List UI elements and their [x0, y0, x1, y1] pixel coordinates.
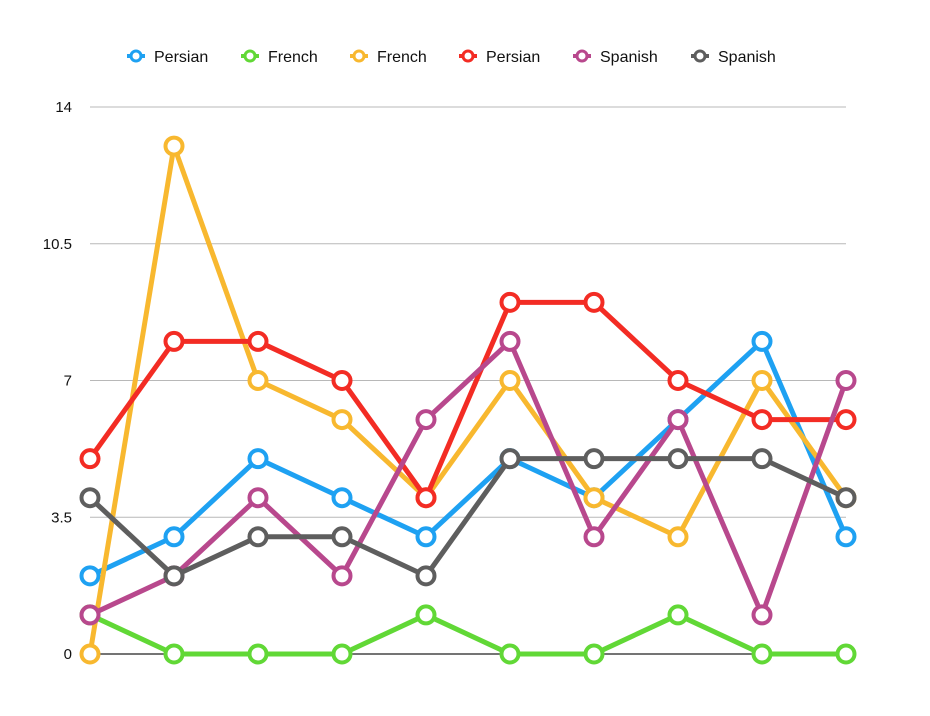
data-point: [415, 409, 437, 431]
data-point: [751, 448, 773, 470]
series-3: [79, 291, 857, 509]
series-line: [87, 338, 849, 618]
data-point: [583, 487, 605, 509]
data-point: [331, 565, 353, 587]
legend-swatch-marker: [461, 49, 475, 63]
legend-item: Persian: [459, 49, 540, 66]
legend: Persian French French Persian Spanish Spanish: [127, 49, 776, 66]
legend-label: French: [377, 49, 427, 66]
data-point: [667, 370, 689, 391]
y-tick-label: 14: [55, 99, 72, 116]
data-point: [331, 526, 353, 548]
data-point: [835, 643, 857, 665]
legend-swatch-marker: [693, 49, 707, 63]
data-point: [163, 526, 185, 548]
data-point: [163, 565, 185, 587]
data-point: [499, 448, 521, 470]
legend-swatch-marker: [129, 49, 143, 63]
data-point: [247, 643, 269, 665]
data-point: [751, 604, 773, 626]
legend-item: French: [350, 49, 427, 66]
data-point: [247, 370, 269, 391]
series-lines: [79, 135, 857, 665]
data-point: [247, 526, 269, 548]
data-point: [247, 448, 269, 470]
data-point: [583, 448, 605, 470]
data-point: [583, 526, 605, 548]
series-4: [79, 330, 857, 626]
series-line: [87, 299, 849, 501]
legend-item: French: [241, 49, 318, 66]
y-tick-label: 0: [64, 646, 72, 663]
data-point: [499, 330, 521, 352]
data-point: [499, 370, 521, 391]
legend-item: Spanish: [573, 49, 658, 66]
legend-item: Persian: [127, 49, 208, 66]
data-point: [79, 643, 101, 665]
data-point: [247, 330, 269, 352]
legend-swatch-marker: [575, 49, 589, 63]
legend-label: French: [268, 49, 318, 66]
data-point: [415, 487, 437, 509]
data-point: [751, 409, 773, 431]
data-point: [79, 604, 101, 626]
legend-swatch-marker: [243, 49, 257, 63]
data-point: [331, 487, 353, 509]
series-line: [87, 338, 849, 579]
series-5: [79, 448, 857, 587]
data-point: [667, 526, 689, 548]
legend-item: Spanish: [691, 49, 776, 66]
data-point: [415, 565, 437, 587]
y-tick-label: 7: [64, 373, 72, 390]
data-point: [751, 370, 773, 391]
data-point: [583, 643, 605, 665]
y-tick-label: 10.5: [43, 236, 72, 253]
legend-label: Persian: [486, 49, 540, 66]
data-point: [835, 526, 857, 548]
y-tick-label: 3.5: [51, 509, 72, 526]
data-point: [499, 291, 521, 313]
legend-label: Spanish: [600, 49, 658, 66]
data-point: [331, 409, 353, 431]
data-point: [79, 565, 101, 587]
data-point: [79, 448, 101, 470]
data-point: [667, 604, 689, 626]
data-point: [835, 487, 857, 509]
data-point: [751, 330, 773, 352]
data-point: [499, 643, 521, 665]
data-point: [835, 370, 857, 391]
data-point: [163, 330, 185, 352]
y-axis-ticks: 0 3.5 7 10.5 14: [43, 99, 72, 663]
data-point: [667, 448, 689, 470]
data-point: [415, 604, 437, 626]
data-point: [79, 487, 101, 509]
data-point: [247, 487, 269, 509]
data-point: [751, 643, 773, 665]
data-point: [415, 526, 437, 548]
data-point: [583, 291, 605, 313]
data-point: [835, 409, 857, 431]
legend-label: Persian: [154, 49, 208, 66]
data-point: [163, 135, 185, 157]
data-point: [667, 409, 689, 431]
legend-label: Spanish: [718, 49, 776, 66]
data-point: [331, 643, 353, 665]
legend-swatch-marker: [352, 49, 366, 63]
data-point: [331, 370, 353, 391]
series-line: [87, 612, 849, 657]
data-point: [163, 643, 185, 665]
series-line: [87, 456, 849, 579]
